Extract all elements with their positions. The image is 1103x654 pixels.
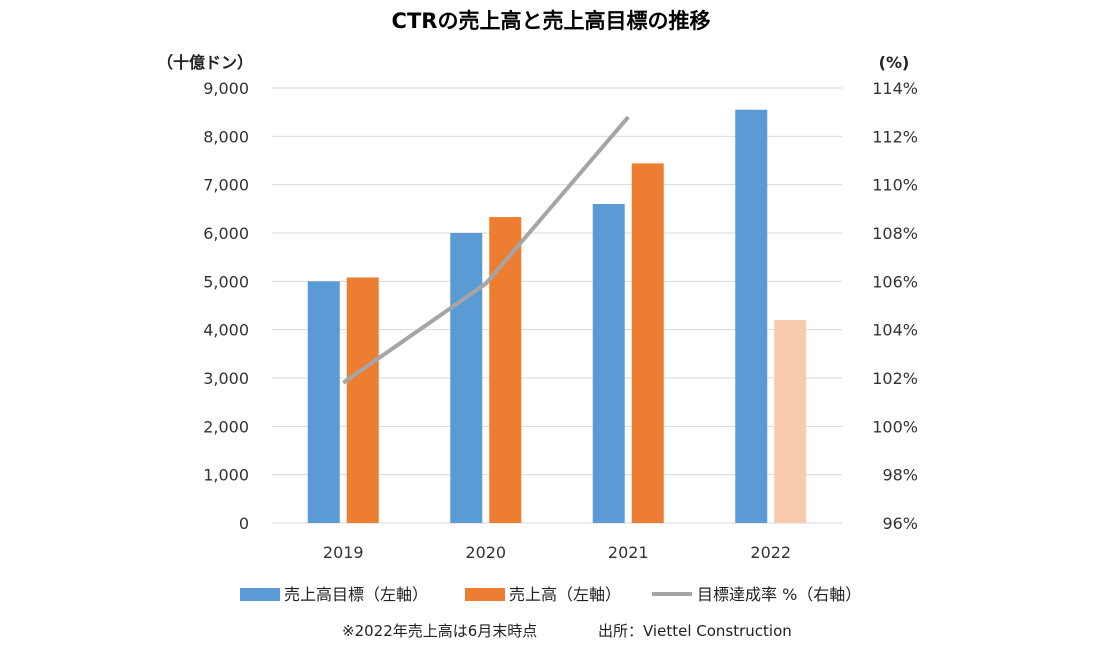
achievement-line-group bbox=[342, 115, 630, 385]
left-tick-label: 6,000 bbox=[203, 224, 249, 243]
bar-revenue-2022 bbox=[774, 320, 807, 523]
right-tick-label: 96% bbox=[882, 514, 918, 533]
right-tick-label: 104% bbox=[872, 321, 918, 340]
right-tick-label: 102% bbox=[872, 369, 918, 388]
left-tick-label: 0 bbox=[239, 514, 249, 533]
left-tick-label: 5,000 bbox=[203, 272, 249, 291]
category-label: 2019 bbox=[323, 543, 364, 562]
legend-swatch-revenue bbox=[465, 588, 505, 601]
left-axis-ticks: 0 1,000 2,000 3,000 4,000 5,000 6,000 7,000 8,00… bbox=[203, 79, 249, 533]
left-tick-label: 1,000 bbox=[203, 466, 249, 485]
bar-revenue-2021 bbox=[631, 163, 664, 523]
legend-label-achievement: 目標達成率 %（右軸） bbox=[697, 585, 861, 604]
legend-label-target: 売上高目標（左軸） bbox=[284, 585, 428, 604]
legend: 売上高目標（左軸） 売上高（左軸） 目標達成率 %（右軸） bbox=[240, 585, 861, 604]
right-tick-label: 98% bbox=[882, 466, 918, 485]
left-tick-label: 9,000 bbox=[203, 79, 249, 98]
left-tick-label: 8,000 bbox=[203, 127, 249, 146]
category-label: 2021 bbox=[608, 543, 649, 562]
source-note: 出所：Viettel Construction bbox=[598, 622, 792, 640]
left-tick-label: 2,000 bbox=[203, 417, 249, 436]
left-tick-label: 7,000 bbox=[203, 176, 249, 195]
right-tick-label: 108% bbox=[872, 224, 918, 243]
right-tick-label: 106% bbox=[872, 272, 918, 291]
bar-target-2019 bbox=[307, 281, 340, 523]
left-tick-label: 4,000 bbox=[203, 321, 249, 340]
legend-swatch-target bbox=[240, 588, 280, 601]
right-axis-unit: (%) bbox=[879, 53, 910, 72]
bar-target-2021 bbox=[592, 204, 625, 523]
chart-title: CTRの売上高と売上高目標の推移 bbox=[392, 9, 711, 33]
legend-label-revenue: 売上高（左軸） bbox=[509, 585, 621, 604]
achievement-rate-line bbox=[342, 115, 630, 385]
bar-target-2022 bbox=[735, 109, 768, 523]
left-tick-label: 3,000 bbox=[203, 369, 249, 388]
category-label: 2022 bbox=[750, 543, 791, 562]
right-tick-label: 112% bbox=[872, 127, 918, 146]
bars-group bbox=[307, 109, 807, 524]
right-tick-label: 100% bbox=[872, 417, 918, 436]
right-axis-ticks: 96% 98% 100% 102% 104% 106% 108% 110% 112% 114% bbox=[872, 79, 918, 533]
bar-revenue-2019 bbox=[346, 277, 379, 523]
right-tick-label: 110% bbox=[872, 176, 918, 195]
bar-target-2020 bbox=[450, 233, 483, 523]
category-label: 2020 bbox=[465, 543, 506, 562]
bar-revenue-2020 bbox=[489, 217, 522, 524]
x-axis-ticks: 2019 2020 2021 2022 bbox=[323, 543, 791, 562]
right-tick-label: 114% bbox=[872, 79, 918, 98]
footnote: ※2022年売上高は6月末時点 bbox=[342, 622, 537, 640]
left-axis-unit: （十億ドン） bbox=[157, 53, 253, 72]
